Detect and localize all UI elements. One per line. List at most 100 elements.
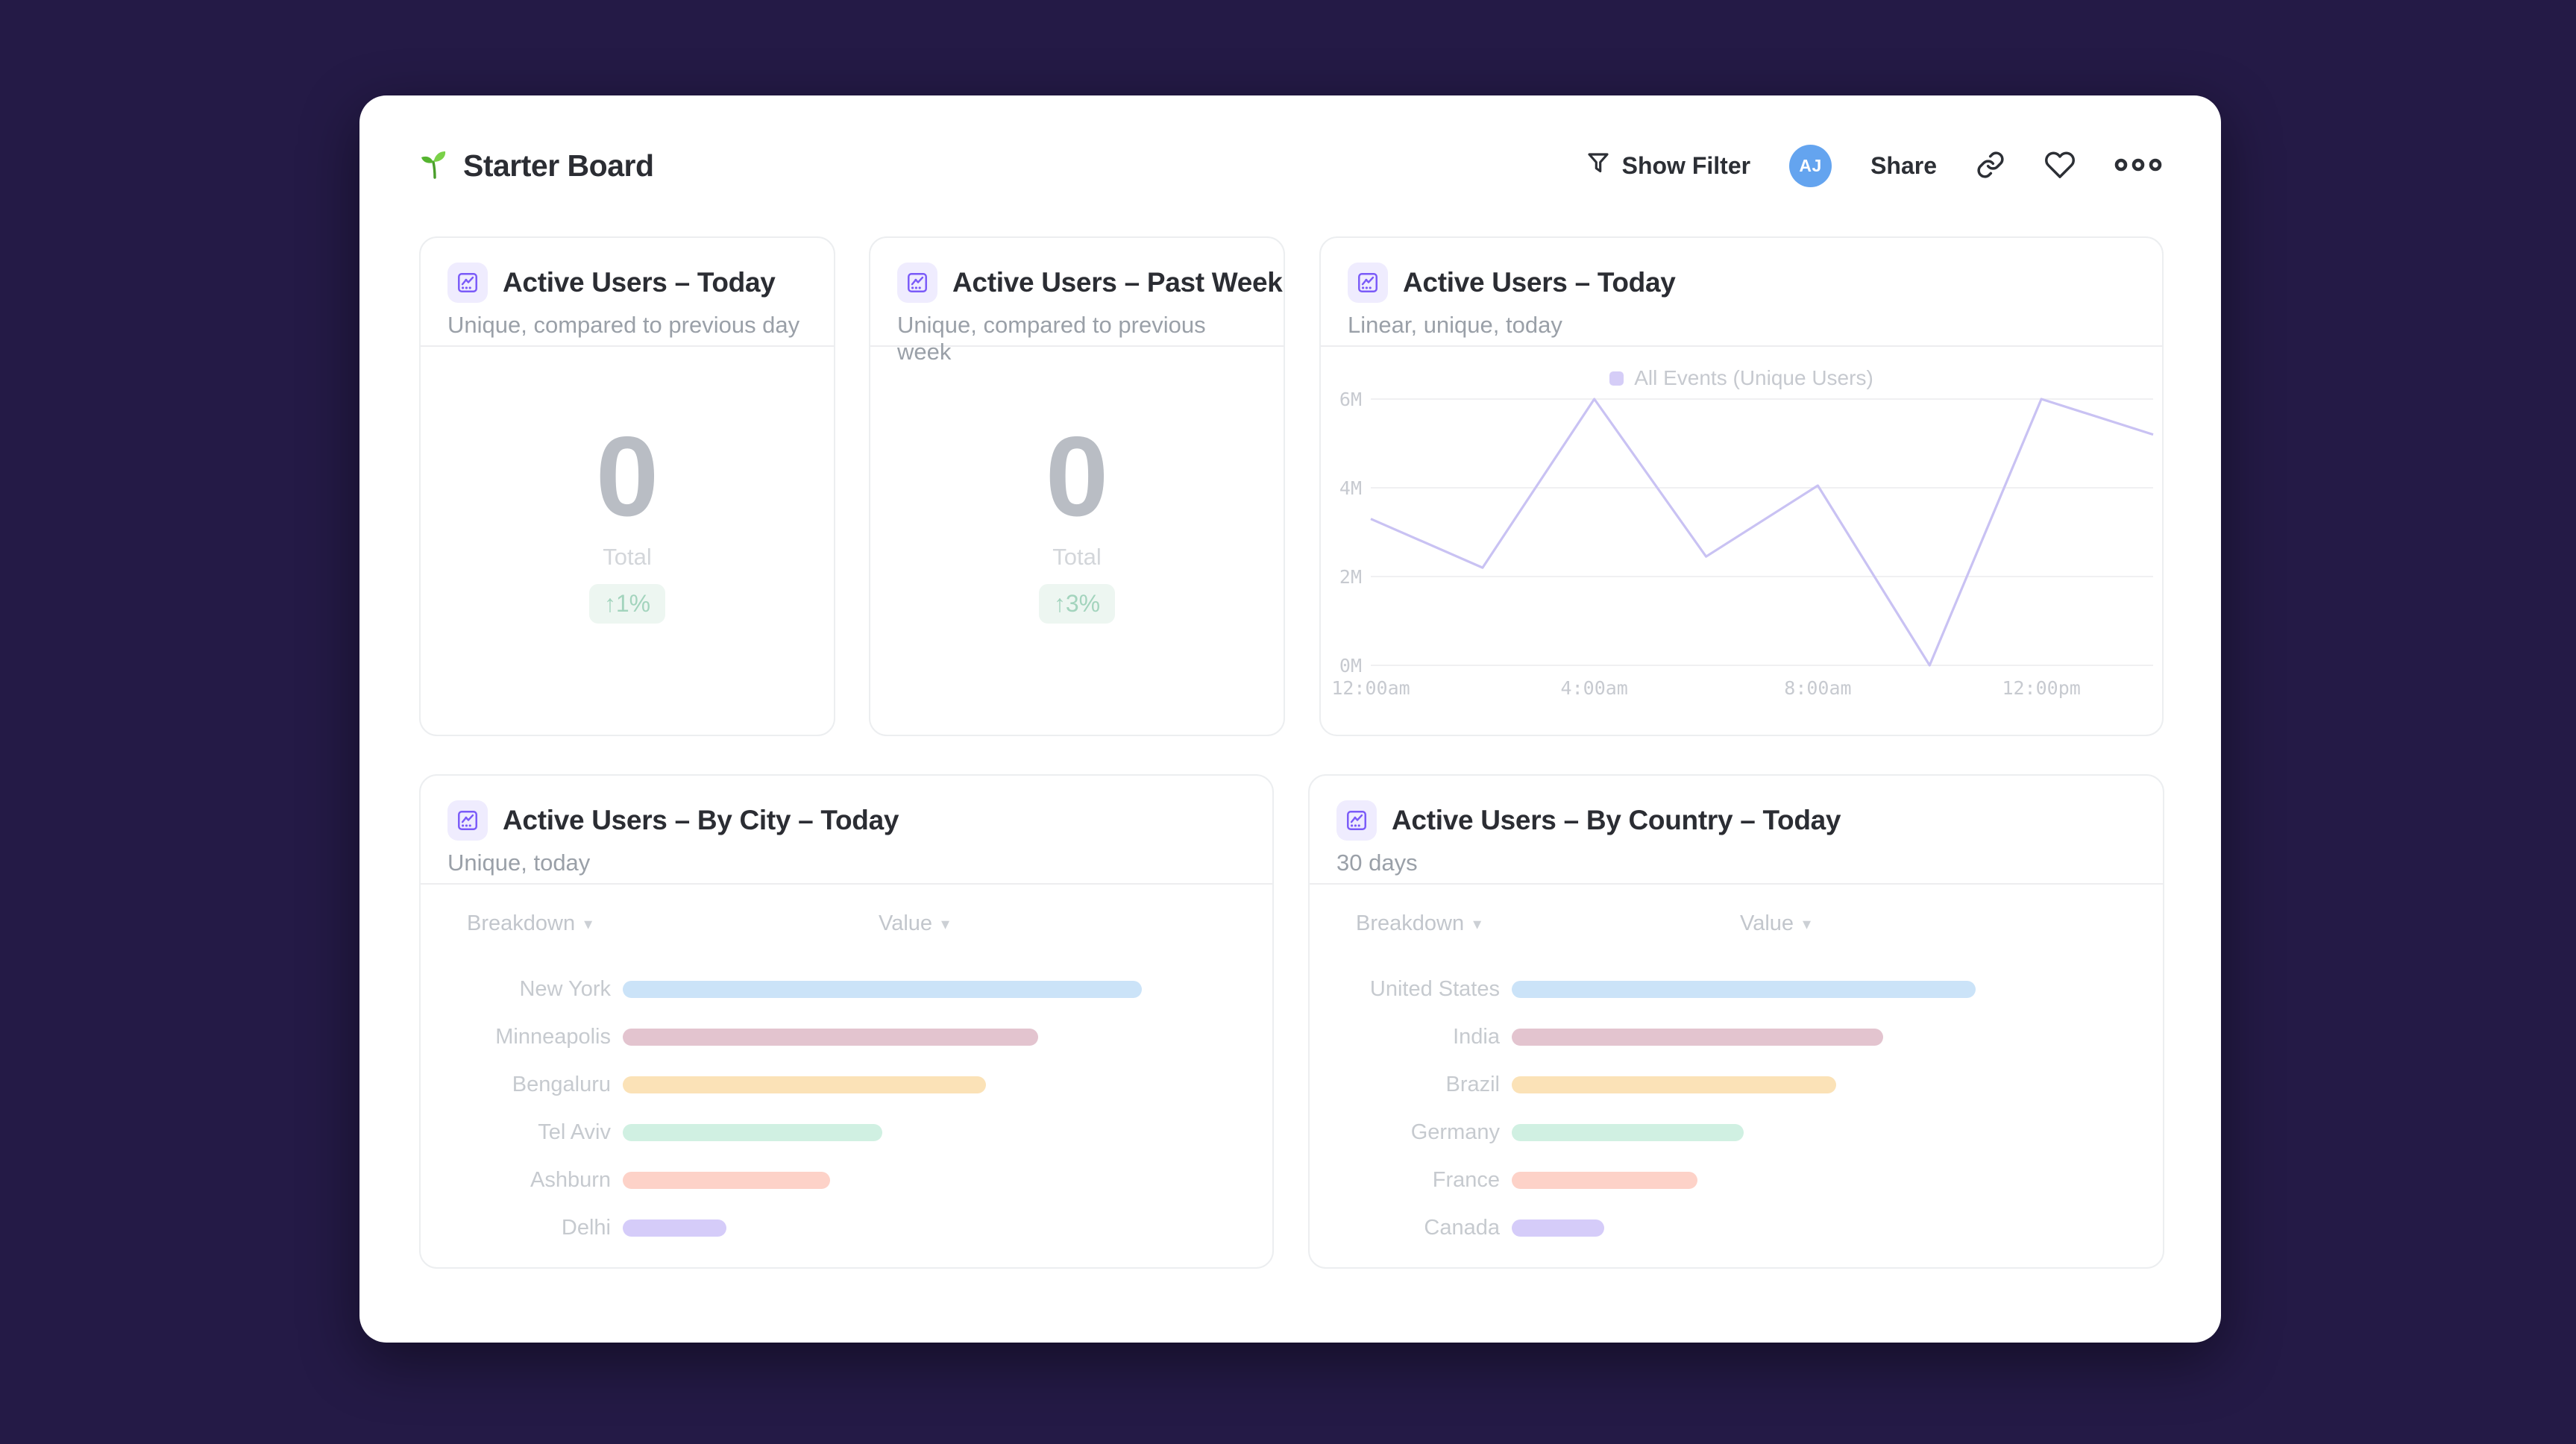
change-badge: ↑3% <box>1038 583 1116 624</box>
table-row[interactable]: Ashburn <box>421 1156 1272 1204</box>
card-title: Active Users – Past Week <box>952 267 1283 298</box>
share-label: Share <box>1870 152 1937 179</box>
card-active-users-past-week: Active Users – Past Week Unique, compare… <box>869 236 1285 736</box>
card-header: Active Users – By Country – Today 30 day… <box>1310 776 2163 885</box>
table-row[interactable]: United States <box>1310 965 2163 1013</box>
card-subtitle: Unique, compared to previous week <box>897 312 1206 365</box>
y-axis-tick: 0M <box>1339 655 1362 677</box>
breakdown-column-dropdown[interactable]: Breakdown ▾ <box>1356 911 1481 936</box>
breakdown-column-label: Breakdown <box>467 911 576 935</box>
metric-value: 0 <box>1045 412 1109 540</box>
value-column-label: Value <box>879 911 933 935</box>
x-axis-tick: 4:00am <box>1561 677 1628 699</box>
table-row[interactable]: Brazil <box>1310 1061 2163 1108</box>
value-bar <box>623 1171 831 1189</box>
card-subtitle: Linear, unique, today <box>1348 312 1562 338</box>
value-bar <box>623 1076 987 1093</box>
chevron-down-icon: ▾ <box>584 914 593 933</box>
breakdown-label: Brazil <box>1445 1072 1500 1096</box>
value-bar <box>1512 1123 1744 1141</box>
x-axis-tick: 12:00am <box>1331 677 1410 699</box>
table-row[interactable]: Germany <box>1310 1108 2163 1156</box>
seedling-icon <box>418 148 451 184</box>
card-title: Active Users – Today <box>1403 267 1676 298</box>
value-bar <box>1512 980 1976 998</box>
metric-value: 0 <box>595 412 659 540</box>
chart-icon <box>897 263 937 303</box>
breakdown-label: Canada <box>1424 1215 1500 1240</box>
table-row[interactable]: Canada <box>1310 1204 2163 1252</box>
table-row[interactable]: Delhi <box>421 1204 1272 1252</box>
breakdown-label: France <box>1432 1167 1500 1192</box>
chart-icon <box>447 800 488 841</box>
legend-swatch <box>1609 371 1624 386</box>
card-header: Active Users – Today Linear, unique, tod… <box>1321 238 2162 347</box>
breakdown-label: New York <box>519 976 611 1001</box>
value-bar <box>623 980 1142 998</box>
table-row[interactable]: Tel Aviv <box>421 1108 1272 1156</box>
breakdown-label: Germany <box>1410 1120 1500 1144</box>
card-subtitle: 30 days <box>1336 850 1418 876</box>
chevron-down-icon: ▾ <box>1803 914 1812 933</box>
metric-label: Total <box>1052 543 1102 570</box>
value-bar <box>623 1028 1038 1046</box>
card-active-users-today: Active Users – Today Unique, compared to… <box>419 236 835 736</box>
link-icon <box>1976 150 2005 182</box>
breakdown-label: Bengaluru <box>512 1072 611 1096</box>
copy-link-button[interactable] <box>1976 150 2005 182</box>
breakdown-column-label: Breakdown <box>1356 911 1465 935</box>
card-title: Active Users – By Country – Today <box>1392 805 1841 835</box>
line-chart: 0M 2M 4M 6M 12:00am 4:00am 8:00am 12:00pm <box>1321 347 2162 735</box>
value-column-dropdown[interactable]: Value ▾ <box>1740 911 1811 936</box>
card-header: Active Users – Today Unique, compared to… <box>421 238 834 347</box>
breakdown-label: United States <box>1369 976 1500 1001</box>
x-axis-tick: 12:00pm <box>2002 677 2080 699</box>
chevron-down-icon: ▾ <box>941 914 950 933</box>
table-row[interactable]: Minneapolis <box>421 1013 1272 1061</box>
table-row[interactable]: Bengaluru <box>421 1061 1272 1108</box>
table-row[interactable]: India <box>1310 1013 2163 1061</box>
share-button[interactable]: Share <box>1870 152 1937 180</box>
line-chart-area: 0M 2M 4M 6M 12:00am 4:00am 8:00am 12:00pm All E… <box>1321 347 2162 735</box>
y-axis-tick: 4M <box>1339 477 1362 499</box>
chart-legend[interactable]: All Events (Unique Users) <box>1321 366 2162 390</box>
filter-icon <box>1585 150 1612 183</box>
card-active-users-by-country: Active Users – By Country – Today 30 day… <box>1308 774 2164 1269</box>
value-column-label: Value <box>1740 911 1794 935</box>
card-subtitle: Unique, compared to previous day <box>447 312 800 338</box>
favorite-button[interactable] <box>2044 149 2076 183</box>
value-bar <box>1512 1219 1605 1237</box>
board-header: Starter Board Show Filter AJ Share <box>359 95 2221 236</box>
show-filter-button[interactable]: Show Filter <box>1585 150 1750 183</box>
chart-icon <box>447 263 488 303</box>
board-title: Starter Board <box>463 148 654 183</box>
y-axis-tick: 6M <box>1339 389 1362 410</box>
breakdown-rows: New York Minneapolis Bengaluru Tel Aviv Ashb… <box>421 965 1272 1252</box>
metric-label: Total <box>603 543 652 570</box>
card-header: Active Users – By City – Today Unique, t… <box>421 776 1272 885</box>
breakdown-label: Minneapolis <box>495 1024 611 1049</box>
dashboard-panel: Starter Board Show Filter AJ Share <box>359 95 2221 1343</box>
card-title: Active Users – By City – Today <box>503 805 899 835</box>
avatar-initials: AJ <box>1799 156 1822 175</box>
y-axis-tick: 2M <box>1339 566 1362 588</box>
breakdown-label: India <box>1453 1024 1500 1049</box>
table-row[interactable]: France <box>1310 1156 2163 1204</box>
value-column-dropdown[interactable]: Value ▾ <box>879 911 949 936</box>
breakdown-label: Ashburn <box>530 1167 611 1192</box>
table-row[interactable]: New York <box>421 965 1272 1013</box>
value-bar <box>1512 1076 1837 1093</box>
change-badge: ↑1% <box>588 583 666 624</box>
breakdown-table-header: Breakdown ▾ Value ▾ <box>421 911 1272 949</box>
series-line <box>1370 398 2154 667</box>
breakdown-rows: United States India Brazil Germany France Can… <box>1310 965 2163 1252</box>
breakdown-label: Delhi <box>561 1215 611 1240</box>
x-axis-tick: 8:00am <box>1784 677 1851 699</box>
more-options-button[interactable] <box>2114 156 2162 176</box>
legend-label: All Events (Unique Users) <box>1634 366 1873 389</box>
card-subtitle: Unique, today <box>447 850 591 876</box>
show-filter-label: Show Filter <box>1621 152 1751 179</box>
breakdown-column-dropdown[interactable]: Breakdown ▾ <box>467 911 592 936</box>
avatar[interactable]: AJ <box>1789 145 1832 187</box>
value-bar <box>1512 1028 1883 1046</box>
